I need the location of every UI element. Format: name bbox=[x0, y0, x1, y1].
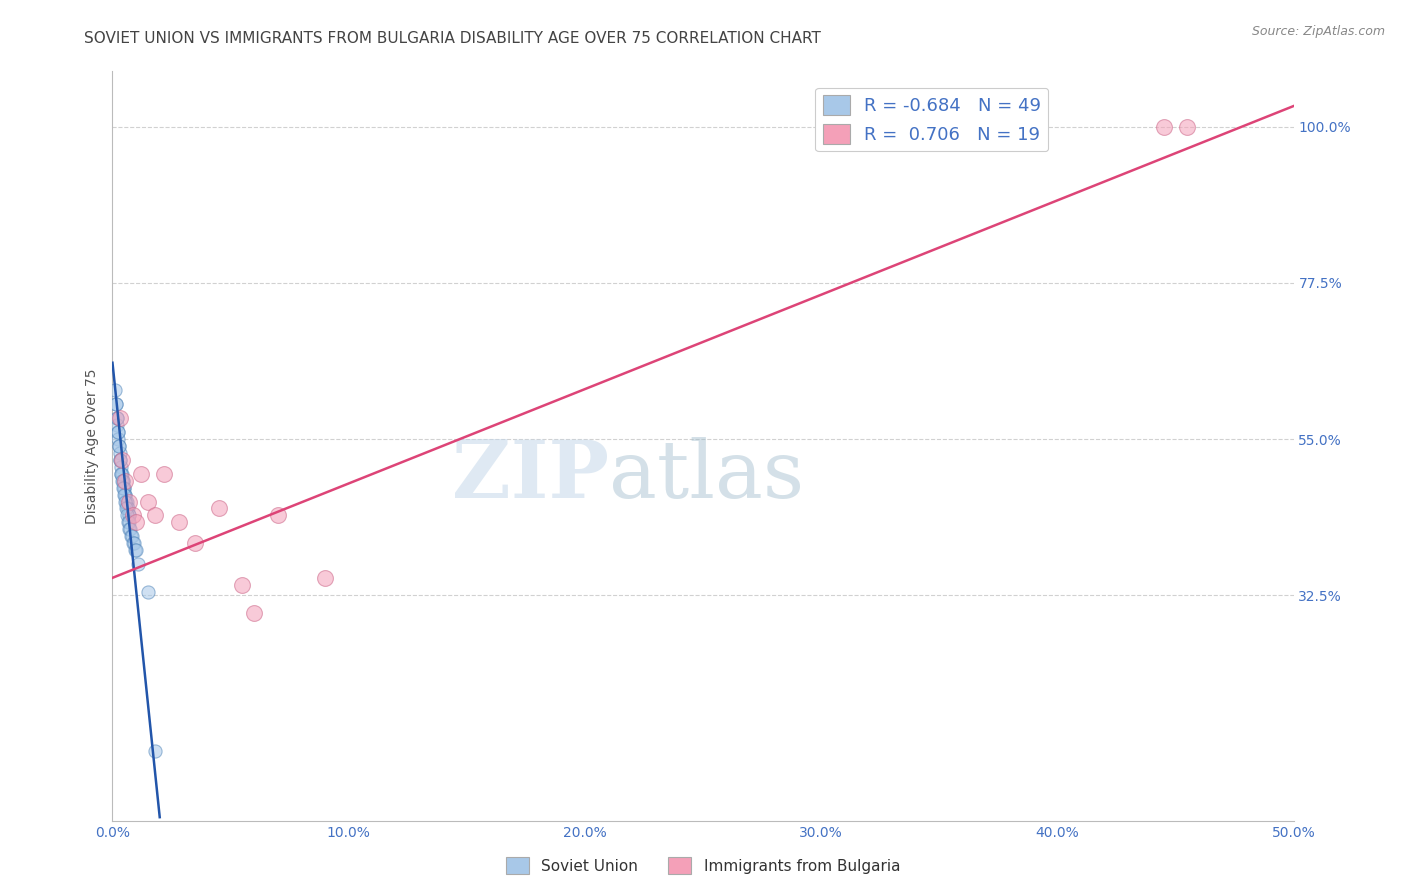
Point bbox=[143, 744, 166, 758]
Point bbox=[1153, 120, 1175, 134]
Point bbox=[124, 543, 146, 558]
Point bbox=[136, 584, 159, 599]
Point bbox=[112, 487, 135, 501]
Point bbox=[117, 501, 139, 516]
Text: Source: ZipAtlas.com: Source: ZipAtlas.com bbox=[1251, 25, 1385, 38]
Point bbox=[314, 571, 336, 585]
Point bbox=[120, 529, 142, 543]
Point bbox=[108, 411, 131, 425]
Point bbox=[114, 474, 136, 488]
Point bbox=[114, 487, 136, 501]
Point bbox=[108, 439, 131, 453]
Point bbox=[117, 516, 139, 530]
Point bbox=[105, 397, 128, 411]
Point bbox=[111, 467, 134, 481]
Point bbox=[184, 536, 207, 550]
Point bbox=[122, 536, 145, 550]
Point bbox=[105, 418, 128, 433]
Legend: Soviet Union, Immigrants from Bulgaria: Soviet Union, Immigrants from Bulgaria bbox=[499, 851, 907, 880]
Point bbox=[105, 411, 128, 425]
Point bbox=[143, 508, 166, 523]
Point bbox=[243, 606, 266, 620]
Point bbox=[111, 474, 134, 488]
Point bbox=[108, 453, 131, 467]
Point bbox=[118, 508, 141, 523]
Point bbox=[111, 474, 134, 488]
Legend: R = -0.684   N = 49, R =  0.706   N = 19: R = -0.684 N = 49, R = 0.706 N = 19 bbox=[815, 88, 1049, 151]
Point bbox=[107, 432, 129, 446]
Point bbox=[114, 494, 136, 508]
Point bbox=[125, 516, 148, 530]
Point bbox=[121, 508, 143, 523]
Point bbox=[115, 494, 138, 508]
Text: ZIP: ZIP bbox=[451, 437, 609, 515]
Point bbox=[208, 501, 231, 516]
Point bbox=[267, 508, 290, 523]
Point bbox=[105, 411, 128, 425]
Point bbox=[111, 453, 134, 467]
Point bbox=[110, 467, 132, 481]
Point bbox=[108, 446, 131, 460]
Point bbox=[231, 578, 253, 592]
Point bbox=[107, 425, 129, 439]
Point bbox=[125, 543, 148, 558]
Point bbox=[112, 474, 135, 488]
Point bbox=[108, 453, 131, 467]
Point bbox=[167, 516, 190, 530]
Point bbox=[110, 459, 132, 474]
Point bbox=[110, 467, 132, 481]
Point bbox=[117, 508, 139, 523]
Point bbox=[117, 516, 139, 530]
Text: SOVIET UNION VS IMMIGRANTS FROM BULGARIA DISABILITY AGE OVER 75 CORRELATION CHAR: SOVIET UNION VS IMMIGRANTS FROM BULGARIA… bbox=[84, 31, 821, 46]
Point bbox=[118, 522, 141, 536]
Point bbox=[104, 384, 127, 398]
Y-axis label: Disability Age Over 75: Disability Age Over 75 bbox=[86, 368, 100, 524]
Point bbox=[122, 536, 145, 550]
Point bbox=[1175, 120, 1198, 134]
Point bbox=[111, 481, 134, 495]
Point bbox=[120, 522, 142, 536]
Text: atlas: atlas bbox=[609, 437, 804, 515]
Point bbox=[117, 501, 139, 516]
Point bbox=[118, 494, 141, 508]
Point bbox=[115, 508, 138, 523]
Point bbox=[136, 494, 159, 508]
Point bbox=[114, 501, 136, 516]
Point bbox=[108, 439, 131, 453]
Point bbox=[153, 467, 176, 481]
Point bbox=[112, 481, 135, 495]
Point bbox=[107, 425, 129, 439]
Point bbox=[105, 397, 128, 411]
Point bbox=[115, 494, 138, 508]
Point bbox=[121, 529, 143, 543]
Point bbox=[114, 487, 136, 501]
Point bbox=[127, 557, 149, 571]
Point bbox=[112, 481, 135, 495]
Point bbox=[129, 467, 152, 481]
